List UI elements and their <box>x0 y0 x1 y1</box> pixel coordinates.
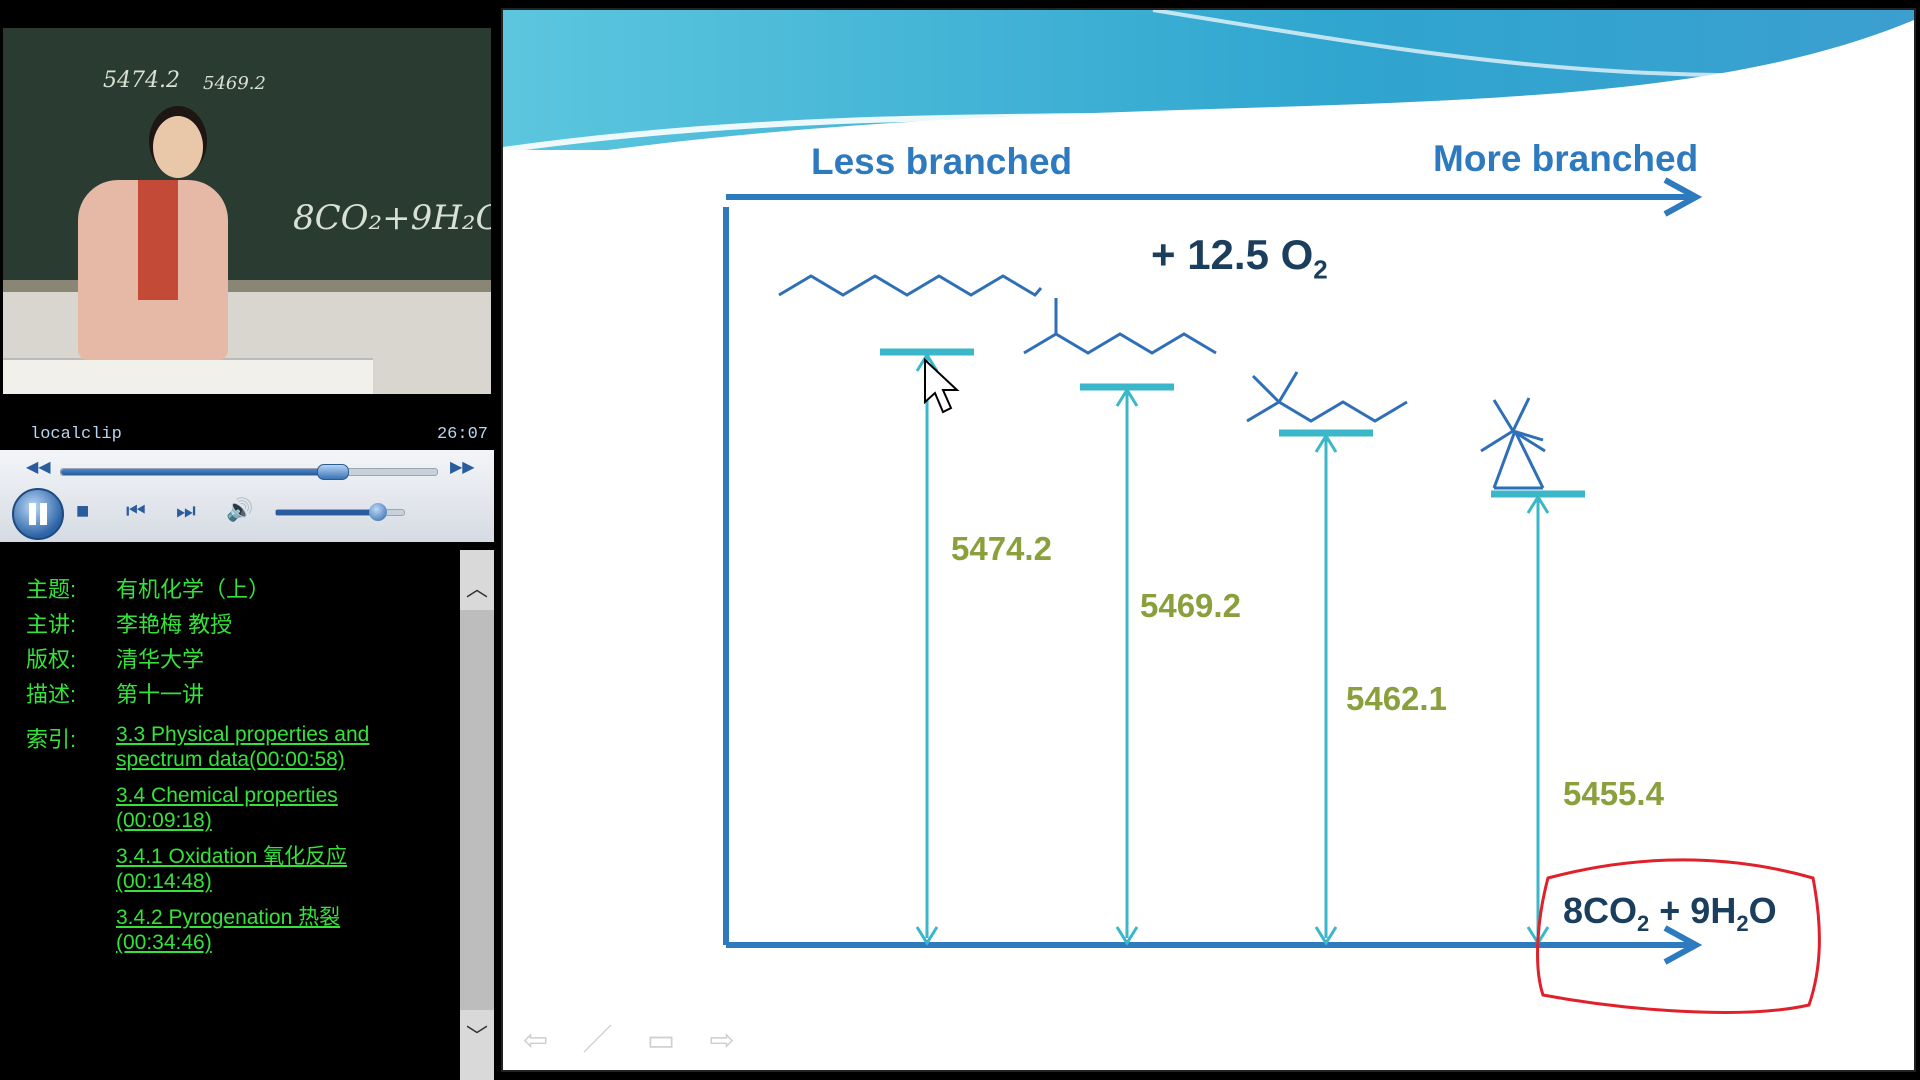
product-oxygen-atom: O <box>1748 890 1777 931</box>
chalk-formula: 8CO₂+9H₂O <box>293 198 491 238</box>
player-panel: 5474.2 5469.2 8CO₂+9H₂O localclip 26:07 … <box>0 0 494 1080</box>
energy-diagram <box>723 177 1821 1014</box>
volume-slider[interactable] <box>275 503 405 521</box>
lecturer-value: 李艳梅 教授 <box>116 612 233 637</box>
index-link-physical-properties[interactable]: 3.3 Physical properties and spectrum dat… <box>116 723 370 771</box>
player-controls: ◀◀ ▶▶ ■ ⏮ ⏭ 🔊 <box>0 450 494 542</box>
topic-label: 主题: <box>26 577 77 602</box>
topic-value: 有机化学（上） <box>116 577 271 602</box>
trimethylpentane-structure <box>1246 400 1408 423</box>
stop-icon[interactable]: ■ <box>76 498 90 523</box>
previous-slide-icon[interactable]: ⇦ <box>523 1024 549 1057</box>
chalk-value-2: 5469.2 <box>203 73 266 94</box>
bottom-axis-arrowhead <box>1663 925 1703 965</box>
red-annotation-circle <box>1536 858 1821 1014</box>
energy-value-2: 5469.2 <box>1140 587 1241 624</box>
product-h2o-subscript: 2 <box>1736 911 1749 937</box>
info-scrollbar[interactable]: ︿ ﹀ <box>460 550 494 1080</box>
chalk-value-1: 5474.2 <box>103 68 180 93</box>
product-h2o: + 9H <box>1649 890 1737 931</box>
volume-icon[interactable]: 🔊 <box>226 497 254 522</box>
clip-status-bar: localclip 26:07 <box>0 420 494 450</box>
pause-icon-bar-right <box>40 503 47 525</box>
pause-icon-bar-left <box>29 503 36 525</box>
next-slide-icon[interactable]: ⇨ <box>709 1024 735 1057</box>
octane-structure <box>778 274 1043 297</box>
index-link-oxidation[interactable]: 3.4.1 Oxidation 氧化反应 (00:14:48) <box>116 845 348 893</box>
scroll-up-icon[interactable]: ︿ <box>465 576 488 601</box>
fast-forward-icon[interactable]: ▶▶ <box>450 459 475 476</box>
product-co2-subscript: 2 <box>1637 911 1650 937</box>
reactant-subscript: 2 <box>1313 254 1328 285</box>
seek-bar[interactable] <box>60 464 438 480</box>
pen-icon[interactable]: ／ <box>582 1024 613 1057</box>
index-link-pyrogenation[interactable]: 3.4.2 Pyrogenation 热裂 (00:34:46) <box>116 906 341 954</box>
chalkboard <box>3 28 491 288</box>
next-track-icon[interactable]: ⏭ <box>176 498 196 523</box>
reactant-oxygen: + 12.5 O2 <box>1151 231 1328 285</box>
energy-value-1: 5474.2 <box>951 530 1052 567</box>
description-value: 第十一讲 <box>116 682 205 707</box>
copyright-label: 版权: <box>26 647 77 672</box>
mouse-cursor-icon <box>924 357 960 414</box>
product-co2: 8CO <box>1563 890 1638 931</box>
clip-name: localclip <box>30 425 122 444</box>
energy-value-3: 5462.1 <box>1346 680 1447 717</box>
previous-track-icon[interactable]: ⏮ <box>126 498 146 523</box>
lecture-desk <box>3 358 373 394</box>
lecturer-head <box>153 116 203 178</box>
seek-thumb[interactable] <box>316 464 349 480</box>
seek-progress-fill <box>61 469 332 475</box>
more-branched-label: More branched <box>1433 138 1699 179</box>
volume-fill <box>276 510 379 515</box>
index-label: 索引: <box>26 727 77 752</box>
lecturer-label: 主讲: <box>26 612 77 637</box>
chalk-tray <box>3 280 491 292</box>
description-label: 描述: <box>26 682 77 707</box>
slide-header-wave <box>503 10 1914 150</box>
volume-knob[interactable] <box>369 503 388 521</box>
slide-menu-icon[interactable]: ▭ <box>646 1024 676 1057</box>
index-link-chemical-properties[interactable]: 3.4 Chemical properties (00:09:18) <box>116 784 338 832</box>
less-branched-label: Less branched <box>811 141 1073 182</box>
energy-value-4: 5455.4 <box>1563 775 1664 812</box>
methylheptane-structure <box>1023 332 1217 355</box>
scroll-track[interactable] <box>460 610 494 1010</box>
product-formula: 8CO2 + 9H2O <box>1563 890 1777 937</box>
lecturer-shirt <box>138 180 178 300</box>
scroll-down-icon[interactable]: ﹀ <box>465 1024 488 1049</box>
slide-navigation: ⇦ ／ ▭ ⇨ <box>523 1015 761 1059</box>
reactant-text: + 12.5 O <box>1151 231 1314 278</box>
pause-button[interactable] <box>12 488 64 540</box>
top-axis-arrowhead <box>1663 177 1703 217</box>
lecture-info-panel: 主题: 有机化学（上） 主讲: 李艳梅 教授 版权: 清华大学 描述: 第十一讲… <box>0 550 460 1080</box>
copyright-value: 清华大学 <box>116 647 205 672</box>
rewind-icon[interactable]: ◀◀ <box>26 459 51 476</box>
lecture-slide: Less branched More branched + 12.5 O2 <box>501 8 1916 1072</box>
lecture-video[interactable]: 5474.2 5469.2 8CO₂+9H₂O <box>3 28 491 394</box>
clip-time: 26:07 <box>436 425 488 444</box>
